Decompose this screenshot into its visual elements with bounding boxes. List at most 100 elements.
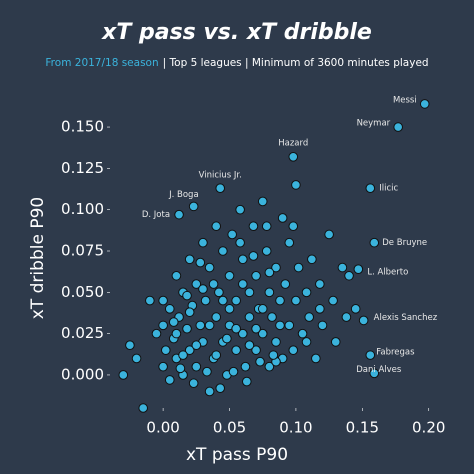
point bbox=[353, 264, 364, 274]
point bbox=[171, 270, 182, 281]
point bbox=[358, 315, 369, 326]
point bbox=[182, 290, 192, 301]
point bbox=[191, 340, 202, 351]
point bbox=[188, 378, 199, 389]
point bbox=[168, 317, 179, 327]
x-tick-label: 0.15 bbox=[346, 419, 379, 437]
point bbox=[288, 345, 299, 355]
point bbox=[191, 279, 202, 289]
point bbox=[158, 295, 168, 306]
point bbox=[151, 328, 162, 339]
point bbox=[164, 304, 175, 314]
point bbox=[178, 350, 188, 360]
point bbox=[200, 295, 211, 306]
point bbox=[268, 350, 279, 360]
point bbox=[275, 320, 285, 331]
point bbox=[240, 361, 251, 372]
point bbox=[337, 262, 348, 273]
x-axis-label: xT pass P90 bbox=[186, 445, 288, 465]
point bbox=[215, 383, 226, 393]
point bbox=[204, 320, 215, 331]
point bbox=[160, 345, 171, 355]
point bbox=[211, 221, 222, 232]
x-tick-label: 0.20 bbox=[412, 419, 445, 437]
y-tick-label: 0.000 bbox=[61, 365, 104, 383]
subtitle-highlight: From 2017/18 season bbox=[45, 57, 158, 69]
point bbox=[264, 287, 275, 298]
point bbox=[324, 229, 334, 240]
annotation: L. Alberto bbox=[367, 268, 408, 278]
point bbox=[369, 368, 380, 379]
point bbox=[244, 287, 255, 298]
point bbox=[224, 270, 235, 281]
annotation: D. Jota bbox=[142, 210, 170, 220]
y-tick-label: 0.125 bbox=[61, 159, 104, 177]
point bbox=[251, 270, 261, 281]
y-tick-label: 0.025 bbox=[61, 324, 104, 342]
point bbox=[297, 328, 308, 339]
point bbox=[369, 237, 380, 248]
point bbox=[218, 246, 228, 256]
point bbox=[174, 209, 184, 220]
point bbox=[231, 323, 241, 334]
y-tick-label: 0.150 bbox=[61, 118, 104, 136]
point bbox=[284, 320, 295, 331]
annotation: Neymar bbox=[357, 119, 391, 129]
point bbox=[365, 350, 376, 360]
point bbox=[191, 361, 202, 372]
point bbox=[344, 270, 354, 281]
point bbox=[257, 196, 268, 207]
annotation: Fabregas bbox=[376, 348, 415, 358]
point bbox=[251, 345, 261, 355]
point bbox=[291, 180, 301, 190]
y-tick-label: 0.050 bbox=[61, 283, 104, 301]
point bbox=[244, 312, 255, 322]
point bbox=[257, 328, 268, 339]
subtitle-rest: | Top 5 leagues | Minimum of 3600 minute… bbox=[163, 57, 429, 69]
point bbox=[267, 312, 277, 322]
point bbox=[301, 287, 312, 298]
point bbox=[393, 122, 403, 132]
point bbox=[198, 237, 208, 248]
point bbox=[251, 323, 261, 334]
subtitle: From 2017/18 season | Top 5 leagues | Min… bbox=[45, 57, 428, 69]
point bbox=[264, 267, 275, 278]
point bbox=[184, 345, 195, 355]
point bbox=[182, 323, 192, 334]
annotation: Vinicius Jr. bbox=[199, 171, 242, 181]
annotation: Messi bbox=[393, 95, 417, 105]
point bbox=[307, 254, 317, 265]
point bbox=[158, 320, 168, 331]
point bbox=[238, 254, 248, 265]
point bbox=[215, 183, 226, 193]
point bbox=[238, 279, 248, 289]
point bbox=[235, 204, 245, 215]
point bbox=[222, 333, 232, 344]
annotation: De Bruyne bbox=[382, 238, 427, 248]
point bbox=[248, 221, 259, 232]
point bbox=[195, 320, 206, 331]
point bbox=[211, 312, 222, 322]
point bbox=[315, 279, 325, 289]
y-axis-label: xT dribble P90 bbox=[28, 197, 48, 319]
chart-title: xT pass vs. xT dribble bbox=[101, 20, 372, 45]
point bbox=[224, 304, 235, 314]
point bbox=[284, 237, 295, 248]
point bbox=[304, 312, 315, 322]
point bbox=[255, 356, 265, 367]
annotation: Dani Alves bbox=[356, 365, 402, 375]
annotation: Ilicic bbox=[379, 184, 398, 194]
point bbox=[277, 213, 288, 223]
point bbox=[241, 376, 252, 387]
point bbox=[275, 295, 285, 306]
point bbox=[365, 183, 376, 193]
point bbox=[330, 337, 341, 347]
point bbox=[288, 221, 299, 232]
point bbox=[244, 340, 255, 351]
point bbox=[138, 403, 148, 413]
point bbox=[211, 350, 222, 360]
point bbox=[227, 229, 237, 240]
point bbox=[271, 337, 281, 347]
x-tick-label: 0.00 bbox=[146, 419, 179, 437]
